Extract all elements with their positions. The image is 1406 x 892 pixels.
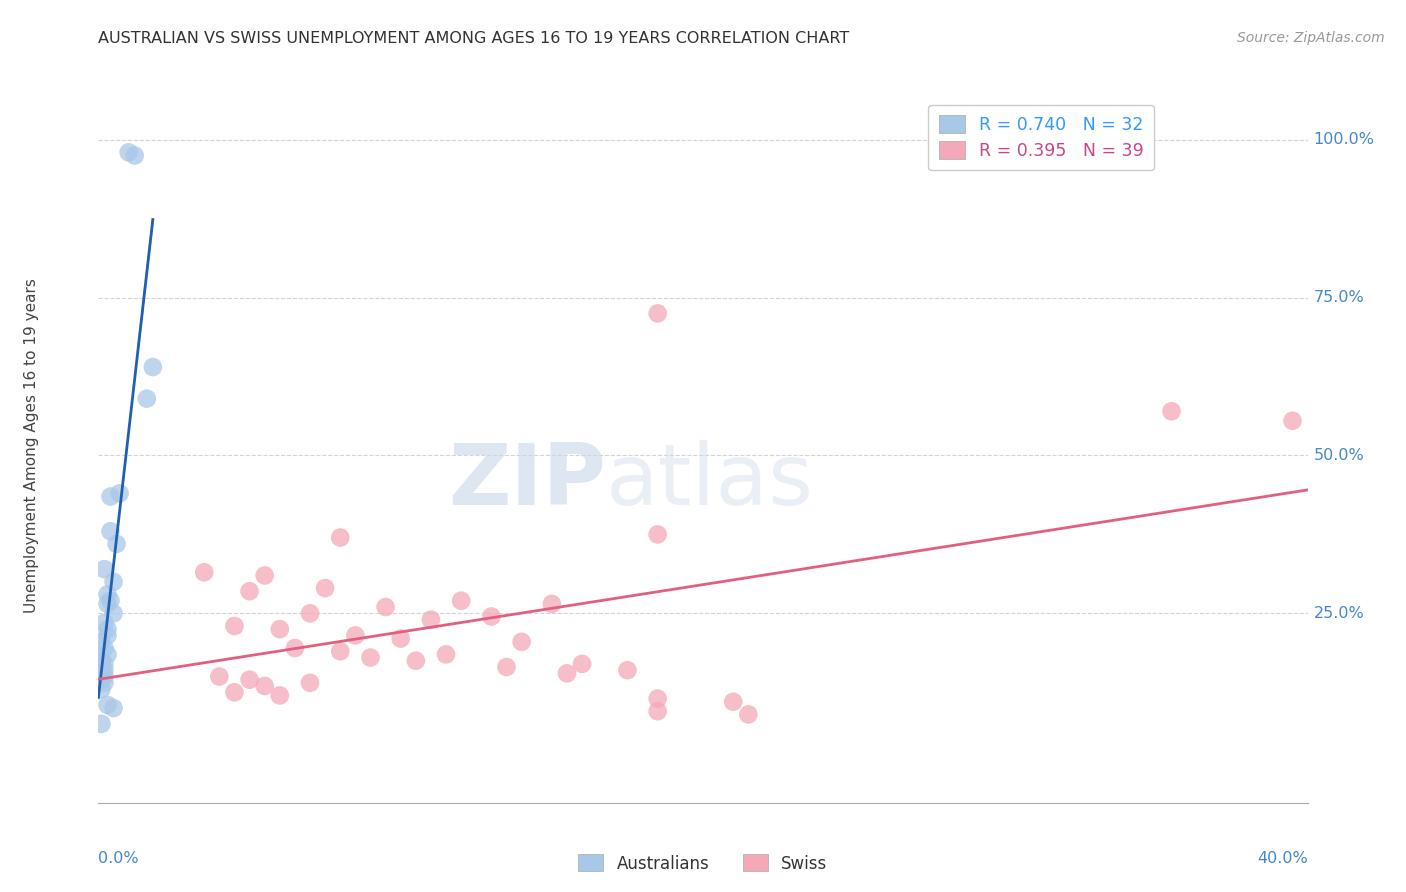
Point xyxy=(103,607,125,621)
Legend: Australians, Swiss: Australians, Swiss xyxy=(572,847,834,880)
Point xyxy=(135,392,157,406)
Point xyxy=(299,675,322,690)
Point xyxy=(419,613,441,627)
Point xyxy=(90,682,112,697)
Text: AUSTRALIAN VS SWISS UNEMPLOYMENT AMONG AGES 16 TO 19 YEARS CORRELATION CHART: AUSTRALIAN VS SWISS UNEMPLOYMENT AMONG A… xyxy=(98,31,849,46)
Point xyxy=(96,587,118,601)
Text: 75.0%: 75.0% xyxy=(1313,290,1364,305)
Point xyxy=(555,666,578,681)
Point xyxy=(93,669,115,683)
Point xyxy=(93,675,115,690)
Point xyxy=(374,600,396,615)
Point xyxy=(90,654,112,668)
Point xyxy=(737,707,759,722)
Point xyxy=(96,628,118,642)
Point xyxy=(239,673,262,687)
Point xyxy=(96,648,118,662)
Point xyxy=(495,660,517,674)
Point xyxy=(124,148,146,162)
Point xyxy=(96,698,118,712)
Point xyxy=(96,622,118,636)
Point xyxy=(510,634,533,648)
Text: Unemployment Among Ages 16 to 19 years: Unemployment Among Ages 16 to 19 years xyxy=(24,278,39,614)
Point xyxy=(239,584,262,599)
Point xyxy=(90,660,112,674)
Point xyxy=(344,628,367,642)
Point xyxy=(100,490,122,504)
Point xyxy=(389,632,412,646)
Point xyxy=(481,609,503,624)
Point xyxy=(253,568,276,582)
Point xyxy=(434,648,457,662)
Point xyxy=(108,486,131,500)
Point xyxy=(647,527,669,541)
Point xyxy=(647,704,669,718)
Point xyxy=(93,657,115,671)
Point xyxy=(1160,404,1182,418)
Point xyxy=(299,607,322,621)
Text: Source: ZipAtlas.com: Source: ZipAtlas.com xyxy=(1237,31,1385,45)
Point xyxy=(647,691,669,706)
Text: 50.0%: 50.0% xyxy=(1313,448,1364,463)
Point xyxy=(329,531,352,545)
Point xyxy=(616,663,638,677)
Point xyxy=(540,597,562,611)
Point xyxy=(450,593,472,607)
Point xyxy=(105,537,128,551)
Point xyxy=(100,593,122,607)
Point xyxy=(93,663,115,677)
Point xyxy=(1281,414,1303,428)
Text: 100.0%: 100.0% xyxy=(1313,132,1375,147)
Point xyxy=(647,306,669,320)
Point xyxy=(284,641,307,656)
Text: 25.0%: 25.0% xyxy=(1313,606,1364,621)
Point xyxy=(405,654,427,668)
Point xyxy=(90,666,112,681)
Point xyxy=(571,657,593,671)
Point xyxy=(142,360,165,375)
Point xyxy=(269,622,291,636)
Point xyxy=(329,644,352,658)
Point xyxy=(224,685,246,699)
Point xyxy=(314,581,336,595)
Point xyxy=(253,679,276,693)
Legend: R = 0.740   N = 32, R = 0.395   N = 39: R = 0.740 N = 32, R = 0.395 N = 39 xyxy=(928,105,1154,170)
Text: 40.0%: 40.0% xyxy=(1257,851,1308,866)
Point xyxy=(103,701,125,715)
Point xyxy=(103,574,125,589)
Point xyxy=(93,641,115,656)
Point xyxy=(90,717,112,731)
Point xyxy=(93,615,115,630)
Point xyxy=(269,689,291,703)
Text: atlas: atlas xyxy=(606,440,814,524)
Point xyxy=(224,619,246,633)
Text: ZIP: ZIP xyxy=(449,440,606,524)
Point xyxy=(193,566,215,580)
Point xyxy=(100,524,122,539)
Point xyxy=(360,650,382,665)
Point xyxy=(90,673,112,687)
Text: 0.0%: 0.0% xyxy=(98,851,139,866)
Point xyxy=(721,695,744,709)
Point xyxy=(208,669,231,683)
Point xyxy=(90,634,112,648)
Point xyxy=(93,562,115,576)
Point xyxy=(96,597,118,611)
Point xyxy=(118,145,141,160)
